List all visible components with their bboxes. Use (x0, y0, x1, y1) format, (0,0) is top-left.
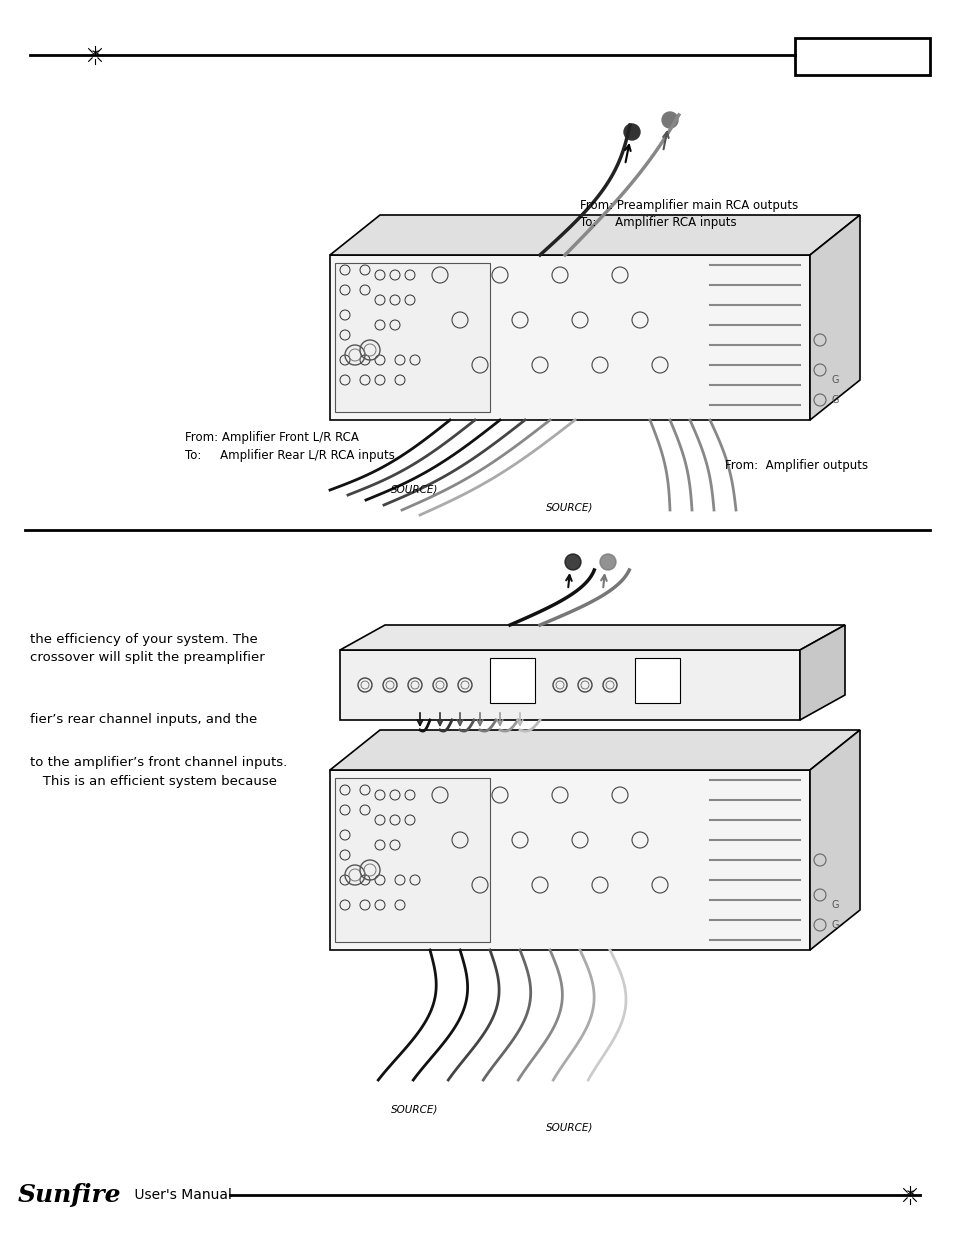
Text: From: Preamplifier main RCA outputs: From: Preamplifier main RCA outputs (579, 199, 798, 211)
Bar (335, 778, 490, 942)
Bar (490, 658, 535, 703)
Text: From: Amplifier Front L/R RCA: From: Amplifier Front L/R RCA (185, 431, 358, 445)
Text: This is an efficient system because: This is an efficient system because (30, 776, 276, 788)
Polygon shape (339, 625, 844, 650)
Text: to the amplifier’s front channel inputs.: to the amplifier’s front channel inputs. (30, 757, 287, 769)
Text: G: G (830, 920, 838, 930)
Circle shape (564, 555, 580, 571)
Polygon shape (809, 730, 859, 950)
Bar (794, 38, 929, 75)
Bar (335, 263, 490, 412)
Text: From:  Amplifier outputs: From: Amplifier outputs (724, 458, 867, 472)
Text: fier’s rear channel inputs, and the: fier’s rear channel inputs, and the (30, 714, 257, 726)
Circle shape (623, 124, 639, 140)
Text: *: * (91, 48, 98, 62)
Text: User's Manual: User's Manual (130, 1188, 232, 1202)
Polygon shape (330, 215, 859, 254)
Polygon shape (800, 625, 844, 720)
Text: SOURCE): SOURCE) (546, 1123, 593, 1132)
Text: SOURCE): SOURCE) (391, 485, 438, 495)
Bar (330, 254, 809, 420)
Text: G: G (830, 900, 838, 910)
Text: the efficiency of your system. The: the efficiency of your system. The (30, 634, 257, 646)
Text: SOURCE): SOURCE) (546, 503, 593, 513)
Text: Sunfire: Sunfire (18, 1183, 121, 1207)
Text: To:     Amplifier RCA inputs: To: Amplifier RCA inputs (579, 215, 736, 228)
Text: SOURCE): SOURCE) (391, 1105, 438, 1115)
Text: *: * (905, 1188, 913, 1202)
Text: G: G (830, 395, 838, 405)
Text: crossover will split the preamplifier: crossover will split the preamplifier (30, 652, 265, 664)
Circle shape (661, 112, 678, 128)
Text: G: G (830, 375, 838, 385)
Polygon shape (809, 215, 859, 420)
Polygon shape (330, 730, 859, 769)
Circle shape (599, 555, 616, 571)
Bar (339, 650, 800, 720)
Bar (635, 658, 679, 703)
Bar (330, 769, 809, 950)
Text: To:     Amplifier Rear L/R RCA inputs: To: Amplifier Rear L/R RCA inputs (185, 450, 395, 462)
